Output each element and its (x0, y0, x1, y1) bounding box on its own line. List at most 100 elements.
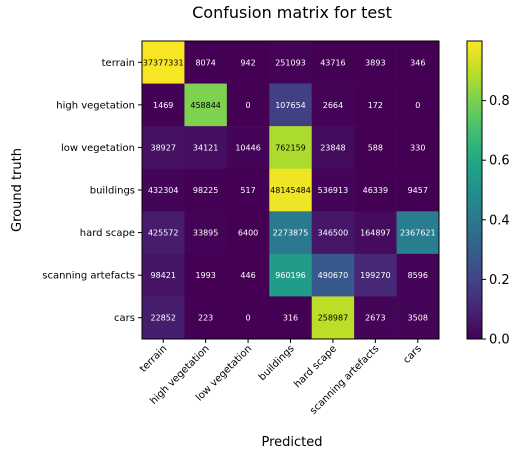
heatmap-cell (269, 41, 313, 84)
cell-value-label: 223 (198, 314, 213, 323)
cell-value-label: 1993 (195, 271, 215, 280)
colorbar-tick-label: 0.4 (489, 213, 510, 228)
cell-value-label: 33895 (193, 229, 218, 238)
heatmap-cell (396, 83, 440, 127)
x-tick-label: hard scape (292, 343, 339, 390)
colorbar-tick-label: 0.0 (489, 333, 510, 348)
heatmap-cell (226, 41, 270, 84)
cell-value-label: 48145484 (270, 186, 311, 195)
heatmap-cell (142, 126, 185, 170)
heatmap-cell (226, 83, 270, 127)
y-tick-label: low vegetation (61, 143, 135, 154)
heatmap-cell (226, 211, 270, 255)
y-axis-label: Ground truth (10, 148, 25, 232)
heatmap-cell (269, 296, 313, 340)
cell-value-label: 107654 (275, 101, 306, 110)
heatmap-cell (311, 211, 355, 255)
cell-value-label: 942 (240, 58, 255, 67)
heatmap-cell (396, 41, 440, 84)
heatmap-cell (184, 253, 228, 297)
heatmap-cell (269, 211, 313, 255)
heatmap-cell (354, 253, 397, 297)
cell-value-label: 8596 (408, 271, 428, 280)
heatmap-cell (311, 168, 355, 212)
heatmap-cell (184, 126, 228, 170)
y-tick-label: cars (114, 313, 135, 324)
heatmap-cell (142, 168, 185, 212)
heatmap-cell (269, 83, 313, 127)
cell-value-label: 43716 (320, 58, 345, 67)
x-tick-label: terrain (138, 343, 169, 374)
colorbar-ticks: 0.0 0.2 0.4 0.6 0.8 (482, 94, 510, 348)
heatmap-cell (396, 126, 440, 170)
heatmap-cell (354, 126, 397, 170)
y-tick-label: buildings (90, 186, 135, 197)
heatmap-cell (311, 126, 355, 170)
cell-value-label: 0 (246, 101, 251, 110)
cell-value-label: 330 (410, 143, 425, 152)
cell-value-label: 46339 (363, 186, 388, 195)
heatmap-cell (226, 296, 270, 340)
cell-value-label: 1469 (153, 101, 173, 110)
cell-value-label: 37377331 (143, 58, 184, 67)
colorbar (466, 40, 483, 340)
heatmap-cell (184, 41, 228, 84)
cell-value-label: 2673 (365, 314, 385, 323)
cell-value-label: 3893 (365, 58, 385, 67)
heatmap-cell (226, 168, 270, 212)
heatmap-cell (354, 211, 397, 255)
colorbar-tick-label: 0.6 (489, 154, 510, 169)
cell-value-label: 458844 (190, 101, 221, 110)
cell-value-label: 960196 (275, 271, 306, 280)
cell-value-label: 172 (368, 101, 383, 110)
cell-value-label: 490670 (318, 271, 349, 280)
cell-value-label: 0 (415, 101, 420, 110)
chart-title: Confusion matrix for test (192, 3, 392, 22)
y-tick-label: terrain (102, 58, 135, 69)
heatmap-cell (354, 296, 397, 340)
heatmap-cell (184, 296, 228, 340)
heatmap-cell (184, 83, 228, 127)
heatmap-cell (311, 253, 355, 297)
cell-value-label: 8074 (195, 58, 215, 67)
heatmap-cell (396, 253, 440, 297)
heatmap-cell (269, 126, 313, 170)
cell-value-label: 34121 (193, 143, 218, 152)
heatmap-cell-labels: 37377331 8074 942 251093 43716 3893 346 1469 458… (143, 58, 436, 322)
cell-value-label: 164897 (360, 229, 391, 238)
cell-value-label: 762159 (275, 143, 306, 152)
x-tick-label: buildings (257, 343, 297, 383)
cell-value-label: 22852 (150, 314, 175, 323)
cell-value-label: 23848 (320, 143, 345, 152)
y-tick-label: high vegetation (56, 100, 135, 111)
cell-value-label: 0 (246, 314, 251, 323)
y-tick-label: hard scape (80, 228, 135, 239)
heatmap-cell (142, 253, 185, 297)
heatmap-cell (354, 83, 397, 127)
cell-value-label: 2664 (323, 101, 343, 110)
cell-value-label: 98225 (193, 186, 218, 195)
heatmap-cell (269, 168, 313, 212)
heatmap-cell (142, 296, 185, 340)
x-axis-label: Predicted (261, 435, 322, 450)
cell-value-label: 425572 (148, 229, 179, 238)
heatmap-cells (142, 41, 440, 340)
colorbar-tick-label: 0.2 (489, 273, 510, 288)
heatmap-cell (311, 296, 355, 340)
x-tick-label: cars (401, 343, 424, 366)
cell-value-label: 346 (410, 58, 425, 67)
heatmap-cell (142, 41, 185, 84)
cell-value-label: 6400 (238, 229, 258, 238)
cell-value-label: 199270 (360, 271, 391, 280)
heatmap-cell (354, 41, 397, 84)
heatmap-cell (226, 253, 270, 297)
heatmap-cell (226, 126, 270, 170)
cell-value-label: 258987 (318, 314, 349, 323)
cell-value-label: 517 (240, 186, 255, 195)
cell-value-label: 38927 (150, 143, 175, 152)
cell-value-label: 536913 (318, 186, 349, 195)
cell-value-label: 9457 (408, 186, 428, 195)
heatmap-cell (396, 168, 440, 212)
